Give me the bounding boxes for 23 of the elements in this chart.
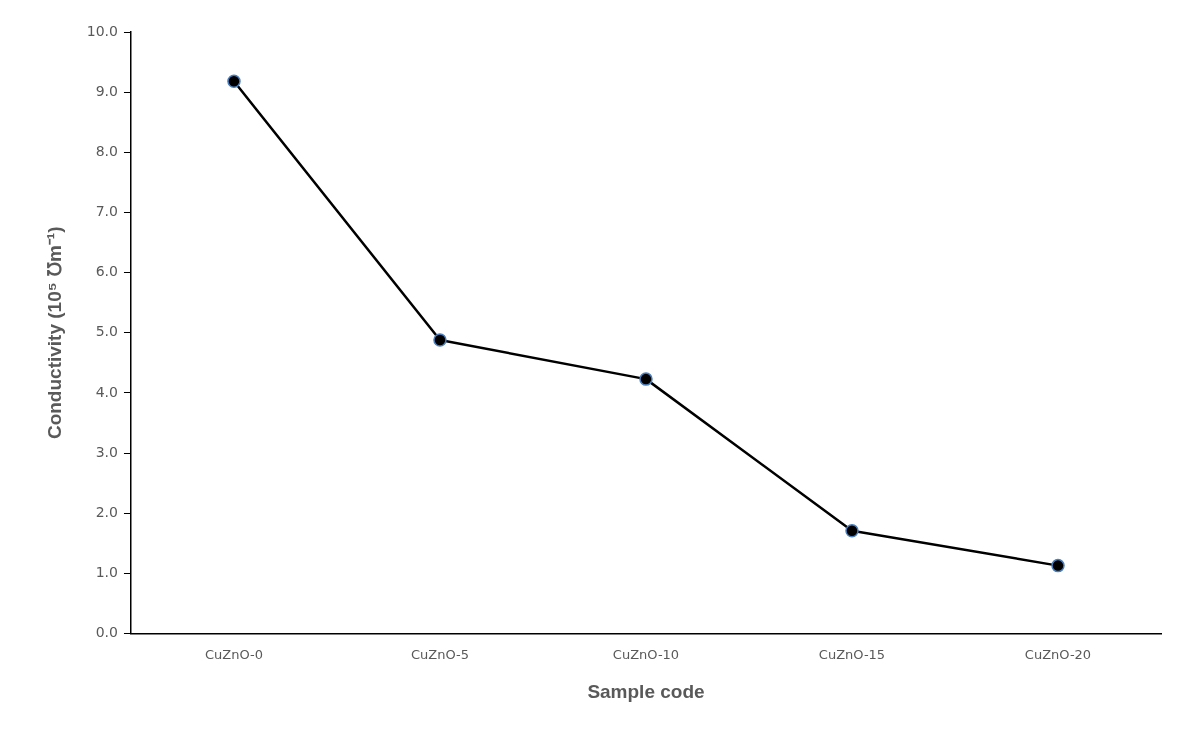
y-tick-label: 8.0	[95, 142, 118, 159]
y-tick-label: 2.0	[95, 503, 118, 520]
point	[1051, 558, 1065, 573]
x-tick-label: CuZnO-15	[818, 646, 886, 662]
point	[433, 333, 447, 347]
x-tick-label: CuZnO-20	[1024, 646, 1092, 662]
point	[845, 523, 859, 538]
y-tick-label: 0.0	[95, 624, 118, 641]
x-tick-label: CuZnO-10	[612, 646, 680, 662]
x-tick-label: CuZnO-0	[204, 646, 263, 662]
y-tick-label: 1.0	[95, 564, 118, 581]
y-tick-label: 4.0	[95, 383, 118, 400]
y-tick-label: 5.0	[95, 323, 118, 340]
y-tick-label: 6.0	[95, 263, 118, 280]
x-axis-title: Sample code	[587, 680, 705, 702]
point	[227, 74, 241, 89]
y-axis-title: Conductivity (10⁵ ℧m⁻¹)	[43, 226, 65, 440]
x-tick-label: CuZnO-5	[410, 646, 469, 662]
y-tick-label: 10.0	[86, 22, 118, 39]
y-tick-label: 7.0	[95, 203, 118, 220]
y-tick-label: 3.0	[95, 443, 118, 460]
y-tick-label: 9.0	[95, 82, 118, 99]
point	[639, 372, 653, 386]
